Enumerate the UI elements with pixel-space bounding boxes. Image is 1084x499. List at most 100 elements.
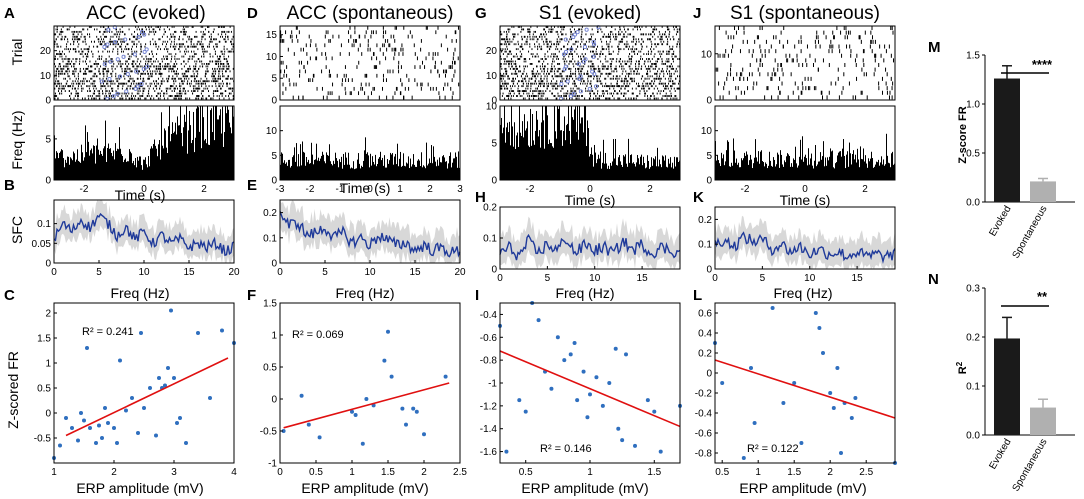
- psth-bin: [580, 123, 581, 180]
- psth-bin: [544, 148, 545, 180]
- psth-bin: [67, 156, 68, 180]
- H-sfc-xtick-label: 5: [545, 273, 551, 284]
- psth-bin: [558, 108, 559, 180]
- D-psth-ytick-label: 5: [271, 151, 277, 162]
- psth-bin: [456, 156, 457, 180]
- psth-bin: [216, 106, 217, 180]
- B-sfc-xtick-label: 5: [96, 267, 102, 278]
- psth-bin: [291, 165, 292, 180]
- stimulus-marker: [115, 57, 120, 62]
- psth-bin: [292, 157, 293, 180]
- psth-bin: [119, 127, 120, 180]
- psth-bin: [192, 139, 193, 180]
- C-scatter-ytick-label: 1: [45, 359, 51, 370]
- psth-bin: [76, 159, 77, 180]
- stimulus-marker: [141, 67, 146, 72]
- psth-bin: [578, 139, 579, 180]
- stimulus-marker: [133, 86, 138, 91]
- psth-bin: [330, 161, 331, 180]
- stimulus-marker: [578, 74, 583, 79]
- I-scatter-xtick-label: 0.5: [519, 467, 533, 478]
- A-raster-spikes: [53, 25, 235, 101]
- psth-bin: [605, 152, 606, 180]
- scatter-point: [411, 406, 416, 411]
- psth-bin: [631, 154, 632, 180]
- D-psth-xtick-label: 2: [427, 184, 433, 195]
- psth-bin: [441, 162, 442, 180]
- psth-bin: [643, 156, 644, 180]
- psth-bin: [376, 166, 377, 180]
- psth-bin: [89, 155, 90, 180]
- psth-bin: [633, 162, 634, 180]
- psth-bin: [315, 159, 316, 180]
- psth-bin: [217, 119, 218, 180]
- psth-bin: [450, 152, 451, 180]
- I-scatter-fit-line: [499, 350, 681, 428]
- C-scatter-frame: [53, 302, 235, 464]
- psth-bin: [597, 159, 598, 180]
- scatter-point: [76, 438, 80, 443]
- psth-bin: [623, 155, 624, 180]
- psth-bin: [624, 156, 625, 180]
- G-psth-xtick-label: 2: [647, 184, 653, 195]
- psth-bin: [412, 164, 413, 180]
- psth-bin: [528, 145, 529, 180]
- scatter-point: [175, 421, 179, 425]
- psth-bin: [62, 150, 63, 180]
- psth-bin: [563, 130, 564, 180]
- psth-bin: [414, 164, 415, 180]
- scatter-point: [70, 426, 74, 430]
- psth-bin: [355, 168, 356, 180]
- psth-bin: [213, 106, 214, 180]
- stimulus-marker: [591, 39, 596, 45]
- psth-bin: [430, 162, 431, 180]
- psth-bin: [92, 153, 93, 180]
- psth-bin: [385, 167, 386, 180]
- scatter-point: [163, 383, 167, 388]
- psth-bin: [431, 145, 432, 180]
- B-sfc-xtick-label: 0: [51, 267, 57, 278]
- psth-bin: [675, 166, 676, 180]
- scatter-point: [633, 443, 637, 448]
- scatter-point: [142, 406, 146, 410]
- psth-bin: [574, 109, 575, 180]
- scatter-point: [443, 374, 448, 379]
- scatter-point: [360, 441, 365, 446]
- psth-bin: [145, 157, 146, 180]
- psth-bin: [84, 157, 85, 180]
- psth-bin: [567, 123, 568, 180]
- psth-bin: [436, 166, 437, 180]
- psth-bin: [671, 167, 672, 180]
- psth-bin: [167, 153, 168, 180]
- C-scatter-xtick-label: 2: [111, 467, 117, 478]
- psth-bin: [285, 163, 286, 180]
- psth-bin: [143, 159, 144, 180]
- psth-bin: [338, 167, 339, 180]
- psth-bin: [139, 156, 140, 180]
- psth-bin: [616, 164, 617, 180]
- psth-bin: [658, 166, 659, 180]
- psth-bin: [215, 106, 216, 180]
- D-psth-xtick-label: 3: [457, 184, 463, 195]
- psth-bin: [519, 106, 520, 180]
- psth-bin: [361, 165, 362, 180]
- psth-bin: [301, 165, 302, 180]
- psth-bin: [99, 154, 100, 180]
- psth-bin: [200, 106, 201, 180]
- scatter-point: [88, 426, 92, 430]
- psth-bin: [332, 165, 333, 180]
- psth-bin: [206, 143, 207, 180]
- D-psth-ytick-label: 10: [266, 126, 278, 137]
- psth-bin: [326, 152, 327, 180]
- psth-bin: [387, 159, 388, 180]
- psth-bin: [545, 106, 546, 180]
- scatter-point: [389, 374, 394, 379]
- E-sfc-xtick-label: 20: [454, 267, 466, 278]
- scatter-point: [58, 443, 62, 448]
- stimulus-marker: [102, 44, 107, 50]
- psth-bin: [639, 164, 640, 180]
- psth-bin: [183, 127, 184, 180]
- psth-bin: [149, 166, 150, 180]
- psth-bin: [590, 154, 591, 180]
